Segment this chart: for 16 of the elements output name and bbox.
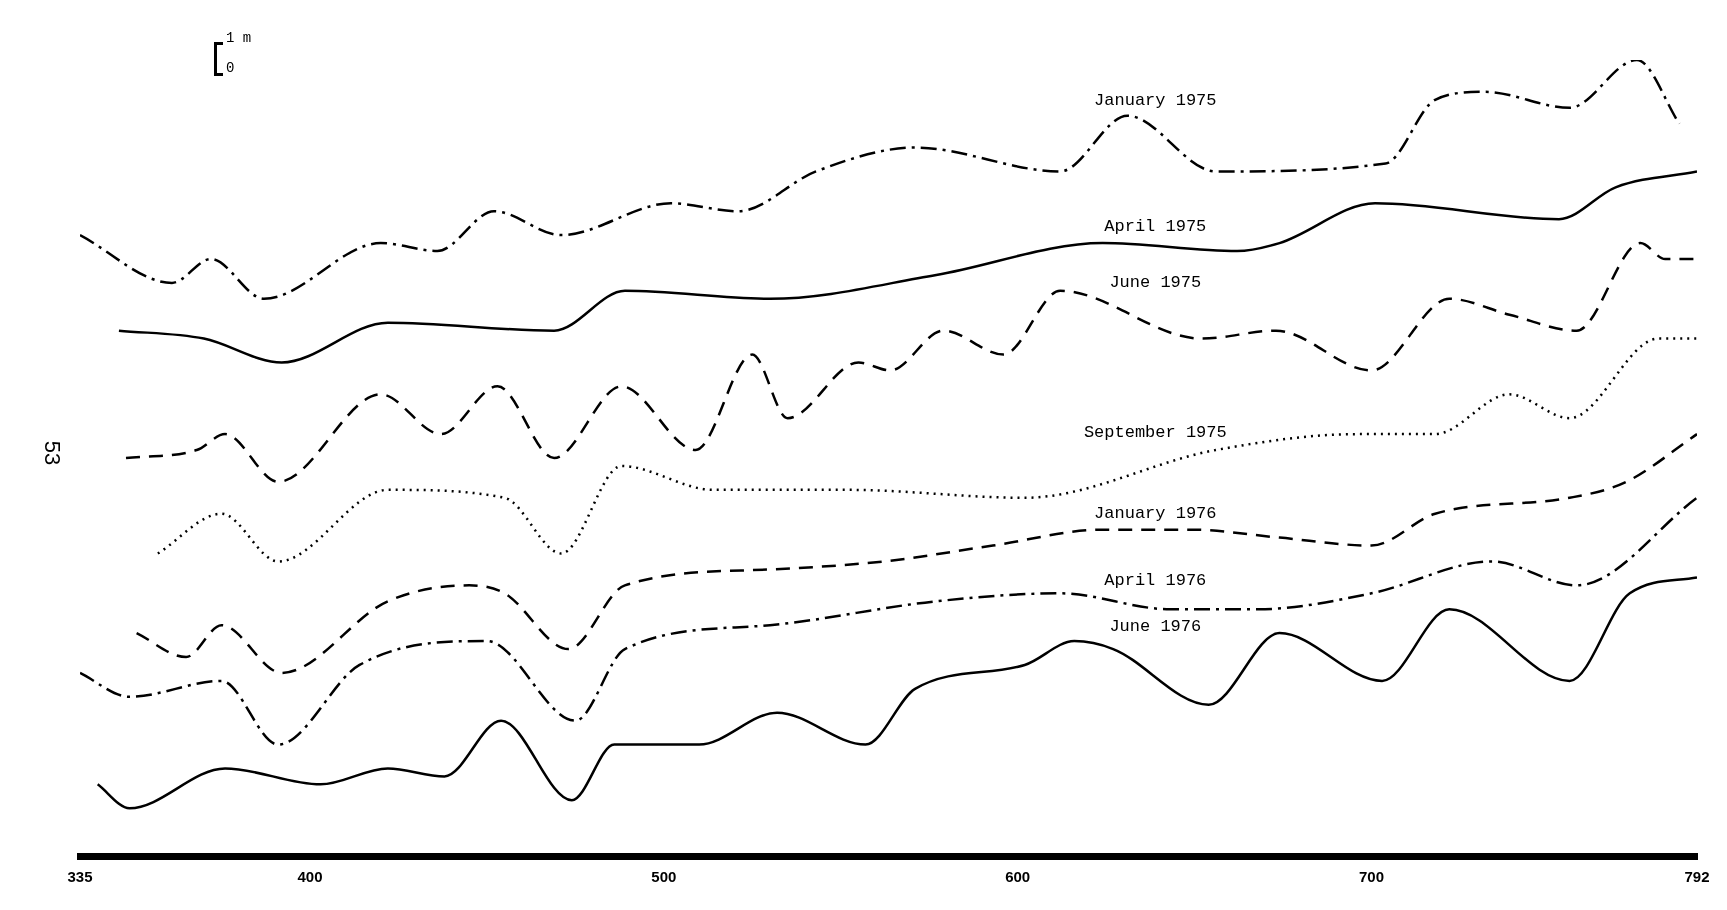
x-tick-label: 500 <box>651 868 677 886</box>
x-tick-label: 700 <box>1358 868 1384 886</box>
series-label: January 1975 <box>1094 91 1217 111</box>
series-label: June 1975 <box>1109 273 1202 293</box>
series-label: June 1976 <box>1109 617 1202 637</box>
series-label: January 1976 <box>1094 503 1217 523</box>
text: 1 m <box>226 30 252 46</box>
x-tick-label: 400 <box>297 868 323 886</box>
series-label: September 1975 <box>1083 422 1227 442</box>
text: 53 <box>39 440 66 466</box>
series-label: April 1976 <box>1104 570 1207 590</box>
x-tick-label: 335 <box>67 868 93 886</box>
x-tick-label: 600 <box>1005 868 1031 886</box>
series-label: April 1975 <box>1104 217 1207 237</box>
annotation: 0 <box>226 60 235 76</box>
x-tick-label: 792 <box>1684 868 1710 886</box>
